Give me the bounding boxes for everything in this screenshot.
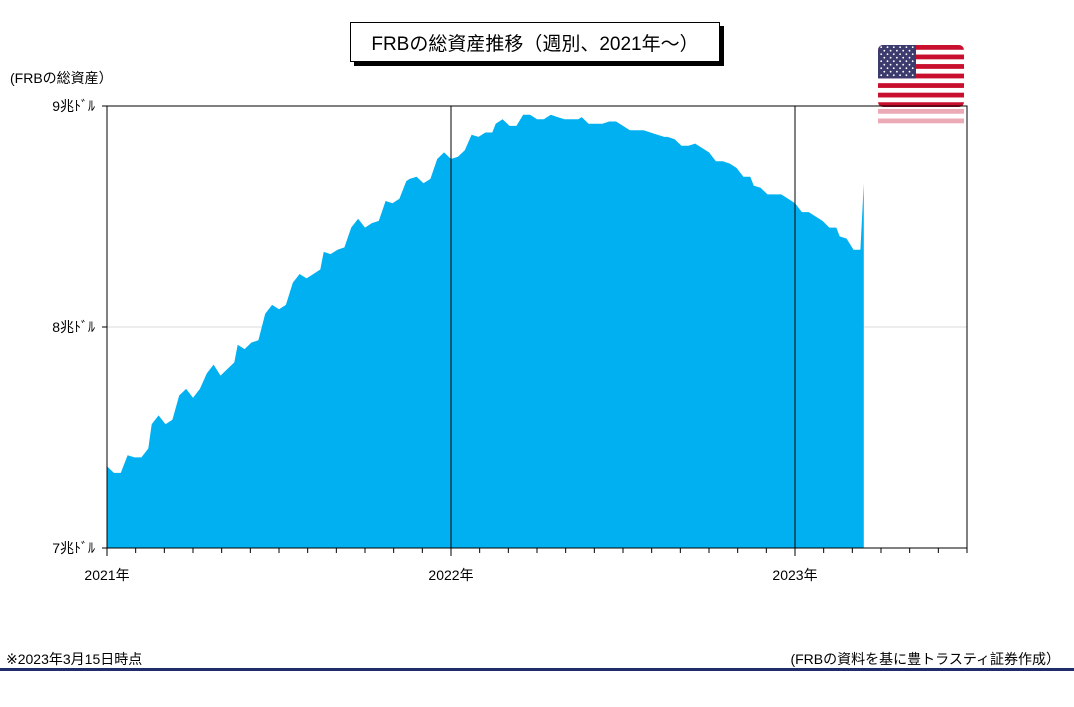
chart-title: FRBの総資産推移（週別、2021年～） [350, 22, 720, 62]
us-flag-reflection [878, 109, 964, 127]
y-tick-label: 8兆ﾄﾞﾙ [52, 319, 95, 335]
x-tick-label: 2021年 [84, 567, 129, 583]
x-tick-label: 2023年 [772, 567, 817, 583]
footer-rule [0, 668, 1074, 671]
us-flag-icon [878, 45, 964, 107]
y-tick-label: 9兆ﾄﾞﾙ [52, 98, 95, 114]
y-tick-label: 7兆ﾄﾞﾙ [52, 540, 95, 556]
y-axis-label: (FRBの総資産） [10, 70, 113, 86]
footnote: ※2023年3月15日時点 [6, 651, 143, 667]
x-tick-label: 2022年 [428, 567, 473, 583]
total-assets-area [107, 114, 864, 549]
source-credit: (FRBの資料を基に豊トラスティ証券作成） [790, 651, 1060, 667]
